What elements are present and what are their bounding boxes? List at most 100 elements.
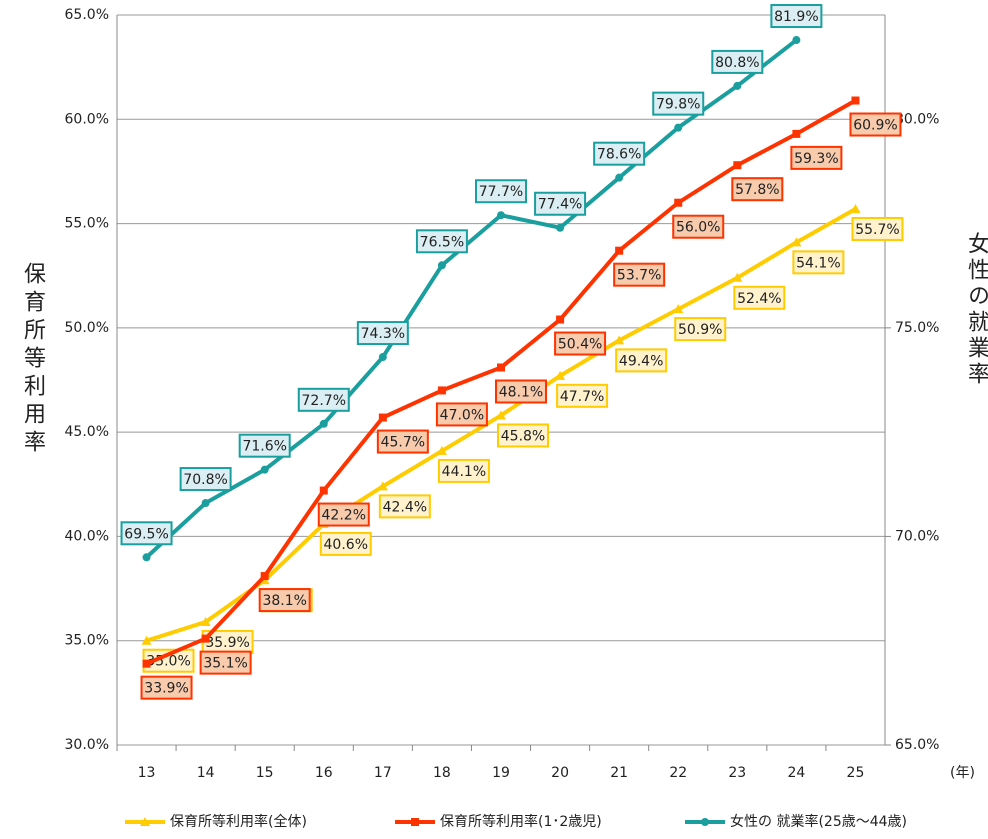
marker — [140, 817, 150, 826]
label-box — [790, 145, 843, 170]
y-tick-label: 35.0% — [65, 633, 109, 649]
marker — [260, 572, 269, 581]
marker — [556, 223, 565, 232]
label-box — [731, 177, 784, 202]
label-box — [258, 588, 311, 613]
marker — [319, 486, 328, 495]
marker — [260, 465, 269, 474]
x-tick-label: 17 — [374, 765, 392, 781]
marker — [733, 81, 742, 90]
marker — [556, 315, 565, 324]
x-tick-label: 23 — [728, 765, 746, 781]
value-label: 54.1% — [796, 255, 840, 271]
y2-axis-label: 女性の就業率 — [964, 232, 988, 388]
value-label: 69.5% — [124, 526, 168, 542]
marker — [201, 499, 210, 508]
label-box — [613, 262, 666, 287]
value-label: 81.9% — [774, 9, 818, 25]
label-box — [497, 423, 549, 448]
y-tick-label: 45.0% — [65, 424, 109, 440]
marker — [496, 410, 506, 420]
label-box — [297, 387, 350, 412]
x-unit-label: (年) — [950, 765, 975, 781]
y-tick-label: 65.0% — [65, 7, 109, 23]
marker — [319, 419, 328, 428]
label-box — [319, 531, 372, 556]
marker — [437, 386, 446, 395]
marker — [497, 211, 505, 220]
x-tick-label: 19 — [492, 765, 510, 781]
label-box — [593, 141, 646, 166]
y2-tick-label: 65.0% — [895, 737, 939, 753]
value-label: 50.4% — [558, 337, 602, 353]
marker — [673, 304, 684, 314]
label-box — [120, 521, 173, 546]
marker — [141, 635, 152, 645]
marker — [201, 634, 210, 643]
value-label: 60.9% — [853, 118, 897, 134]
value-label: 77.4% — [538, 197, 582, 213]
value-label: 56.0% — [676, 220, 720, 236]
value-label: 45.8% — [501, 428, 545, 444]
marker — [732, 272, 743, 282]
label-box — [733, 285, 786, 310]
label-box — [179, 467, 232, 492]
y-axis-label: 保育所等利用率 — [20, 262, 46, 458]
value-label: 71.6% — [242, 439, 286, 455]
y-tick-label: 55.0% — [65, 216, 109, 232]
label-box — [238, 433, 291, 458]
label-box — [435, 402, 488, 427]
value-label: 35.1% — [203, 656, 247, 672]
x-tick-label: 20 — [551, 765, 569, 781]
x-tick-label: 14 — [197, 765, 215, 781]
y2-tick-label: 80.0% — [895, 111, 939, 127]
x-tick-label: 18 — [433, 765, 451, 781]
label-box — [199, 650, 252, 675]
label-box — [556, 383, 609, 408]
value-label: 76.5% — [420, 234, 464, 250]
marker — [497, 363, 505, 372]
value-label: 74.3% — [361, 326, 405, 342]
y-tick-label: 40.0% — [65, 528, 109, 544]
label-box — [378, 494, 431, 519]
label-box — [849, 112, 902, 137]
marker — [614, 335, 625, 345]
marker — [851, 96, 860, 105]
marker — [200, 616, 211, 626]
value-label: 47.0% — [440, 407, 484, 423]
value-label: 80.8% — [715, 55, 759, 71]
marker — [701, 818, 709, 826]
label-box — [770, 4, 823, 29]
value-label: 40.6% — [324, 537, 368, 553]
marker — [142, 659, 151, 668]
value-label: 47.7% — [560, 389, 604, 405]
y2-tick-label: 75.0% — [895, 320, 939, 336]
x-tick-label: 25 — [847, 765, 865, 781]
marker — [850, 203, 861, 213]
value-label: 77.7% — [479, 184, 523, 200]
marker — [791, 237, 802, 247]
marker — [377, 481, 388, 491]
label-box — [317, 502, 370, 527]
marker — [555, 370, 566, 380]
value-label: 72.7% — [302, 393, 346, 409]
marker — [615, 246, 624, 255]
marker — [436, 445, 447, 455]
label-box — [415, 229, 468, 254]
label-box — [437, 458, 490, 483]
label-box — [674, 317, 727, 342]
x-tick-label: 13 — [138, 765, 156, 781]
y2-tick-label: 70.0% — [895, 528, 939, 544]
marker — [733, 161, 742, 170]
label-box — [672, 214, 725, 239]
value-label: 48.1% — [499, 384, 543, 400]
marker — [378, 353, 387, 362]
marker — [437, 261, 446, 270]
y-tick-label: 60.0% — [65, 111, 109, 127]
value-label: 35.9% — [205, 635, 249, 651]
legend-label: 女性の 就業率(25歳～44歳) — [730, 813, 907, 830]
x-tick-label: 21 — [610, 765, 628, 781]
label-box — [475, 179, 527, 204]
label-box — [792, 250, 845, 275]
